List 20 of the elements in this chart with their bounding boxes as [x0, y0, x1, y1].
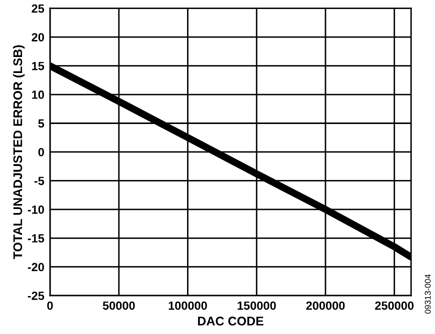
y-tick-label: -25 — [28, 292, 44, 300]
y-tick-label: 0 — [38, 148, 44, 156]
y-tick-label: -5 — [34, 176, 44, 186]
y-tick-label: -20 — [28, 262, 44, 272]
x-tick-label: 100000 — [168, 301, 207, 310]
x-tick-label: 50000 — [102, 301, 135, 310]
y-tick-label: 25 — [32, 4, 44, 13]
y-tick-label: 20 — [32, 33, 44, 42]
text: 09313-004 — [424, 274, 431, 314]
y-tick-label: 5 — [38, 119, 44, 128]
x-tick-label: 250000 — [375, 301, 414, 310]
y-tick-label: 15 — [32, 62, 44, 70]
y-tick-label: -15 — [28, 234, 44, 243]
y-axis-title: TOTAL UNADJUSTED ERROR (LSB) — [12, 45, 25, 260]
x-tick-label: 150000 — [238, 301, 276, 310]
y-tick-label: 10 — [32, 90, 44, 99]
x-tick-label: 0 — [47, 301, 53, 310]
x-axis-title: DAC CODE — [198, 316, 264, 326]
x-tick-label: 200000 — [306, 301, 345, 310]
y-tick-label: -10 — [28, 205, 44, 214]
